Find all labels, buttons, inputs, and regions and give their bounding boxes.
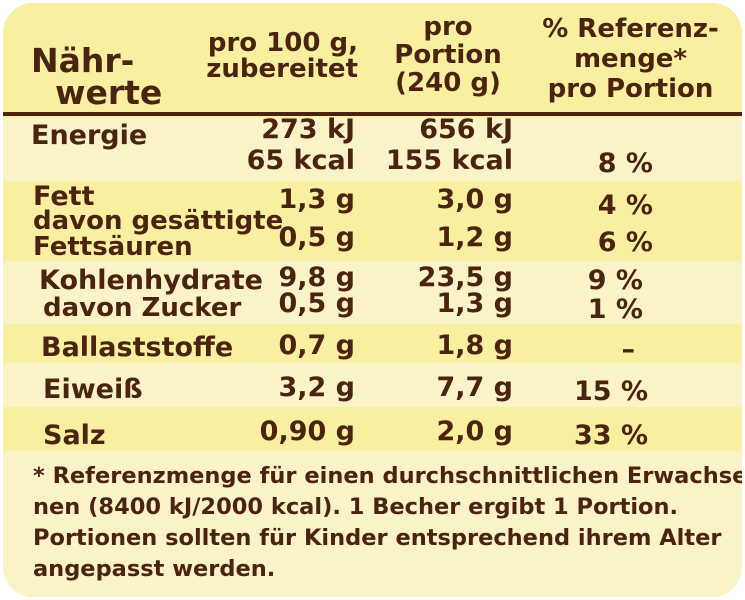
energy-per100-kcal: 65 kcal: [246, 145, 355, 176]
header-reference-line3: pro Portion: [547, 74, 714, 104]
energy-ref: 8 %: [597, 148, 653, 179]
carbs-portion: 23,5 g: [417, 262, 513, 293]
carbs-ref: 9 %: [587, 265, 643, 296]
fat-label: Fett: [33, 181, 95, 212]
fibre-per100: 0,7 g: [278, 330, 355, 361]
header-reference-line1: % Referenz-: [542, 14, 719, 44]
footnote: * Referenzmenge für einen durchschnittli…: [33, 461, 742, 585]
fat-per100: 1,3 g: [278, 184, 355, 215]
protein-label: Eiweiß: [43, 374, 143, 405]
salt-per100: 0,90 g: [259, 416, 355, 447]
energy-per100-kj: 273 kJ: [261, 114, 355, 145]
salt-ref: 33 %: [573, 420, 648, 451]
header-per100-line1: pro 100 g,: [207, 28, 358, 58]
saturates-label-line1: davon gesättigte: [33, 206, 284, 236]
footnote-line4: angepasst werden.: [33, 556, 276, 582]
carbs-per100: 9,8 g: [278, 262, 355, 293]
energy-portion-kj: 656 kJ: [419, 114, 513, 145]
row-band-footnote: [3, 451, 742, 597]
energy-portion-kcal: 155 kcal: [385, 145, 513, 176]
row-band-protein: [3, 363, 742, 407]
header-portion-line3: (240 g): [395, 68, 501, 98]
protein-per100: 3,2 g: [278, 372, 355, 403]
saturates-label-line2: Fettsäuren: [33, 232, 193, 262]
nutrition-label: Nähr- werte pro 100 g, zubereitet pro Po…: [3, 3, 742, 597]
header-portion-line1: pro: [423, 12, 473, 42]
salt-label: Salz: [43, 420, 106, 451]
salt-portion: 2,0 g: [436, 416, 513, 447]
protein-ref: 15 %: [573, 376, 648, 407]
protein-portion: 7,7 g: [436, 372, 513, 403]
header-nutrients-line1: Nähr-: [31, 41, 135, 80]
fibre-label: Ballaststoffe: [41, 332, 234, 363]
header-nutrients-line2: werte: [55, 73, 163, 112]
footnote-line2: nen (8400 kJ/2000 kcal). 1 Becher ergibt…: [33, 494, 679, 520]
carbs-label: Kohlenhydrate: [39, 265, 263, 296]
header-per100-line2: zubereitet: [206, 54, 358, 84]
fat-portion: 3,0 g: [436, 184, 513, 215]
sugars-label: davon Zucker: [43, 293, 242, 323]
header-reference-line2: menge*: [573, 44, 688, 74]
header-portion-line2: Portion: [394, 40, 502, 70]
footnote-line1: * Referenzmenge für einen durchschnittli…: [33, 463, 742, 489]
sugars-ref: 1 %: [587, 294, 643, 325]
sugars-per100: 0,5 g: [278, 288, 355, 319]
saturates-per100: 0,5 g: [278, 222, 355, 253]
fibre-portion: 1,8 g: [436, 330, 513, 361]
row-band-energy: [3, 118, 742, 181]
saturates-portion: 1,2 g: [436, 222, 513, 253]
saturates-ref: 6 %: [597, 227, 653, 258]
energy-label: Energie: [31, 120, 148, 151]
fibre-ref: –: [621, 334, 636, 365]
header-divider: [3, 112, 742, 116]
footnote-line3: Portionen sollten für Kinder entsprechen…: [33, 525, 722, 551]
sugars-portion: 1,3 g: [436, 288, 513, 319]
row-band-carbs: [3, 261, 742, 324]
fat-ref: 4 %: [597, 190, 653, 221]
